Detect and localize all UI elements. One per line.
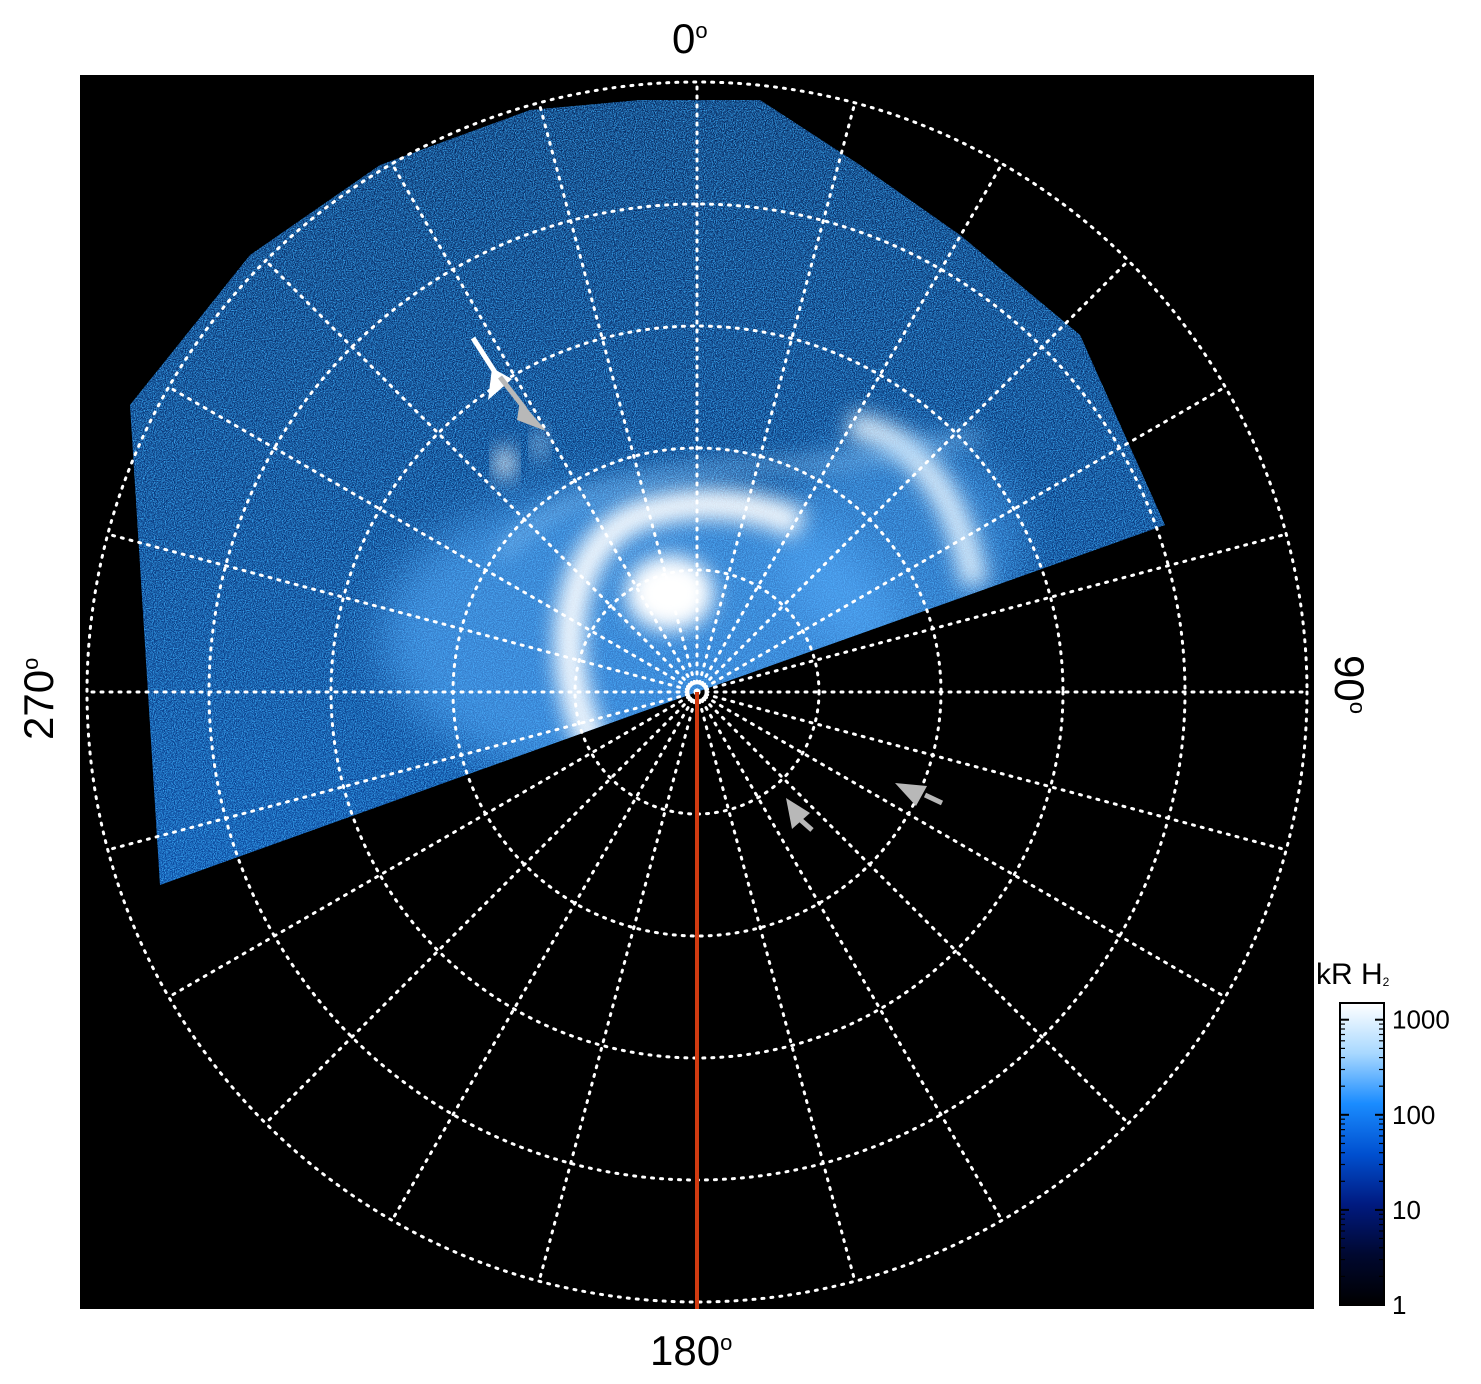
grid-meridian bbox=[390, 162, 699, 694]
gray-arrow-lower-left bbox=[786, 798, 814, 832]
grid-meridian bbox=[264, 259, 699, 694]
grid-meridian bbox=[695, 259, 1130, 694]
polar-projection-image bbox=[85, 80, 1309, 1309]
colorbar-tick-label: 1 bbox=[1392, 1290, 1406, 1315]
grid-meridian bbox=[695, 690, 1227, 999]
grid-meridian bbox=[167, 385, 699, 694]
grid-meridian bbox=[167, 690, 699, 999]
gray-arrow-upper bbox=[498, 375, 546, 431]
colorbar-tick-label: 100 bbox=[1392, 1100, 1435, 1130]
axis-label-top: 0o bbox=[672, 15, 708, 62]
colorbar-gradient bbox=[1339, 1002, 1385, 1306]
colorbar-tick-label: 10 bbox=[1392, 1195, 1421, 1225]
colorbar-tick-label: 1000 bbox=[1392, 1005, 1450, 1035]
grid-meridian bbox=[537, 690, 699, 1283]
colorbar: 1 10 100 1000 bbox=[1339, 1002, 1450, 1315]
grid-meridian bbox=[695, 532, 1288, 694]
grid-meridian bbox=[695, 101, 857, 694]
grid-meridian bbox=[695, 690, 857, 1283]
polar-projection-panel bbox=[80, 75, 1314, 1309]
gray-arrow-lower-right bbox=[895, 783, 944, 806]
grid-ring bbox=[85, 80, 1309, 1304]
grid-meridian bbox=[106, 690, 699, 852]
grid-meridian bbox=[106, 532, 699, 694]
axis-label-bottom: 180o bbox=[650, 1327, 733, 1374]
colorbar-ticks: 1 10 100 1000 bbox=[1340, 1005, 1450, 1315]
grid-meridian bbox=[695, 690, 1130, 1125]
grid-meridian bbox=[264, 690, 699, 1125]
grid-meridian bbox=[695, 162, 1004, 694]
colorbar-title: kR H2 bbox=[1316, 958, 1390, 991]
grid-meridian bbox=[695, 690, 1288, 852]
axis-label-right: 90o bbox=[1326, 655, 1373, 714]
axis-label-left: 270o bbox=[15, 657, 62, 740]
white-arrow bbox=[470, 336, 512, 400]
grid-meridian bbox=[695, 385, 1227, 694]
grid-meridian bbox=[537, 101, 699, 694]
grid-meridian bbox=[695, 690, 1004, 1222]
grid-meridian bbox=[390, 690, 699, 1222]
